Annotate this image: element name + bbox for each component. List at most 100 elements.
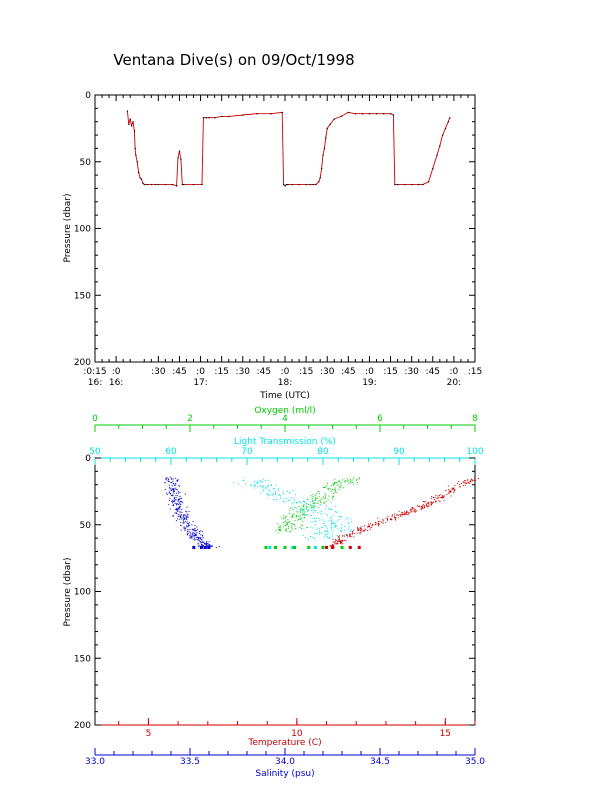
- profile-point: [323, 502, 325, 504]
- profile-panel: 0 2 4 6 8 50 60 70 80 90 100 5 10 15 33.0 33.5 34.0 34…: [63, 406, 485, 779]
- profile-point: [168, 481, 170, 483]
- profile-point: [175, 520, 177, 522]
- profile-y-tick-label: 200: [74, 721, 91, 731]
- profile-point: [185, 517, 187, 519]
- profile-point: [188, 511, 190, 513]
- profile-point: [255, 482, 257, 484]
- profile-point: [346, 517, 348, 519]
- profile-y-tick-label: 50: [80, 521, 92, 531]
- profile-point: [314, 533, 316, 535]
- profile-point: [359, 529, 361, 531]
- profile-point: [173, 488, 175, 490]
- profile-point: [454, 485, 456, 487]
- profile-point: [416, 510, 418, 512]
- profile-point: [435, 501, 437, 503]
- profile-point: [293, 500, 295, 502]
- profile-point: [378, 522, 380, 524]
- profile-point: [330, 508, 332, 510]
- light_transmission-tick-label: 80: [317, 447, 329, 457]
- time-series-x-tick-sublabel: 19:: [362, 378, 376, 388]
- profile-point: [347, 522, 349, 524]
- profile-point: [345, 540, 347, 542]
- profile-point: [179, 505, 181, 507]
- profile-point: [304, 511, 306, 513]
- time-series-x-tick-label: :0: [450, 367, 459, 377]
- profile-point: [403, 511, 405, 513]
- pressure-trace-point: [281, 111, 283, 114]
- profile-point: [311, 497, 313, 499]
- profile-point: [184, 518, 186, 520]
- pressure-trace-point: [309, 183, 312, 186]
- profile-point: [184, 514, 186, 516]
- profile-point: [431, 497, 433, 499]
- profile-point: [243, 477, 245, 479]
- profile-point: [423, 504, 425, 506]
- profile-point: [369, 526, 371, 528]
- profile-point: [327, 536, 329, 538]
- profile-point: [167, 478, 169, 480]
- light-transmission-axis-label: Light Transmission (%): [234, 437, 336, 447]
- profile-point: [312, 536, 314, 538]
- profile-point: [298, 515, 300, 517]
- time-series-x-tick-label: :0: [196, 367, 205, 377]
- profile-point: [336, 525, 338, 527]
- profile-point: [288, 500, 290, 502]
- profile-point: [164, 482, 166, 484]
- pressure-trace-point: [171, 183, 174, 186]
- profile-point: [278, 529, 280, 531]
- profile-point: [193, 535, 195, 537]
- profile-point: [191, 536, 193, 538]
- profile-point: [466, 482, 468, 484]
- profile-bottom-cluster: [348, 545, 352, 549]
- profile-point: [173, 489, 175, 491]
- profile-point: [411, 507, 413, 509]
- profile-point: [394, 519, 396, 521]
- profile-point: [353, 529, 355, 531]
- profile-point: [321, 513, 323, 515]
- profile-point: [338, 536, 340, 538]
- profile-point: [175, 509, 177, 511]
- profile-point: [377, 520, 379, 522]
- profile-y-tick-label: 100: [74, 588, 91, 598]
- profile-point: [319, 519, 321, 521]
- profile-point: [348, 535, 350, 537]
- profile-point: [439, 494, 441, 496]
- profile-point: [292, 528, 294, 530]
- profile-point: [342, 540, 344, 542]
- profile-point: [198, 537, 200, 539]
- profile-point: [184, 528, 186, 530]
- profile-point: [332, 538, 334, 540]
- profile-point: [190, 534, 192, 536]
- profile-point: [470, 479, 472, 481]
- profile-point: [191, 524, 193, 526]
- profile-point: [403, 513, 405, 515]
- profile-point: [462, 481, 464, 483]
- pressure-trace-point: [150, 183, 152, 186]
- profile-point: [339, 539, 341, 541]
- profile-point: [318, 496, 320, 498]
- pressure-trace-point: [177, 157, 179, 159]
- profile-bottom-cluster: [357, 545, 361, 549]
- profile-point: [340, 482, 342, 484]
- profile-point: [327, 520, 329, 522]
- profile-point: [312, 505, 314, 507]
- profile-point: [173, 483, 175, 485]
- profile-point: [344, 479, 346, 481]
- time-series-x-tick-sublabel: 18:: [278, 378, 292, 388]
- profile-point: [267, 486, 269, 488]
- profile-point: [319, 530, 321, 532]
- profile-point: [351, 482, 353, 484]
- profile-bottom-cluster: [203, 545, 207, 549]
- profile-point: [310, 526, 312, 528]
- profile-point: [181, 511, 183, 513]
- profile-point: [426, 502, 428, 504]
- profile-point: [337, 527, 339, 529]
- profile-point: [207, 545, 209, 547]
- profile-bottom-cluster: [192, 545, 196, 549]
- pressure-trace-point: [193, 183, 195, 186]
- profile-point: [370, 523, 372, 525]
- profile-point: [457, 482, 459, 484]
- profile-point: [358, 529, 360, 531]
- profile-point: [182, 521, 184, 523]
- profile-point: [184, 521, 186, 523]
